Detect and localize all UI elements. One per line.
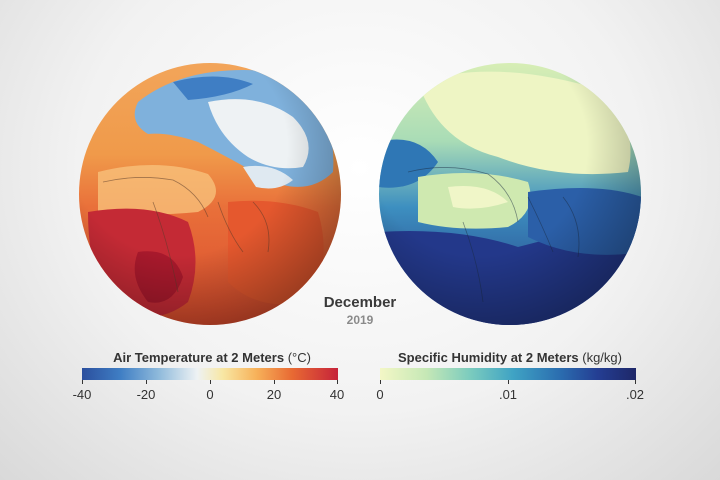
temperature-tick [274,380,275,384]
humidity-globe [378,62,642,326]
humidity-legend-title: Specific Humidity at 2 Meters (kg/kg) [380,350,640,365]
humidity-tick [635,380,636,384]
temperature-tick [210,380,211,384]
temperature-legend-name: Air Temperature at 2 Meters [113,350,284,365]
humidity-tick-label: 0 [376,387,383,402]
temperature-tick-label: 0 [206,387,213,402]
humidity-tick [380,380,381,384]
temperature-tick [146,380,147,384]
humidity-tick-label: .02 [626,387,644,402]
temperature-legend-unit: (°C) [288,350,311,365]
temperature-tick-label: -20 [137,387,156,402]
temperature-tick [337,380,338,384]
humidity-colorbar: 0 .01 .02 [380,368,636,380]
month-label: December [300,294,420,311]
temperature-globe [78,62,342,326]
humidity-legend-name: Specific Humidity at 2 Meters [398,350,579,365]
year-label: 2019 [300,313,420,327]
temperature-tick [82,380,83,384]
humidity-tick [508,380,509,384]
temperature-tick-label: -40 [73,387,92,402]
humidity-tick-label: .01 [499,387,517,402]
temperature-legend-title: Air Temperature at 2 Meters (°C) [82,350,342,365]
temperature-tick-label: 40 [330,387,344,402]
humidity-legend: Specific Humidity at 2 Meters (kg/kg) 0 … [380,350,640,380]
temperature-colorbar: -40 -20 0 20 40 [82,368,338,380]
temperature-tick-label: 20 [267,387,281,402]
date-label: December 2019 [300,294,420,327]
humidity-legend-unit: (kg/kg) [582,350,622,365]
temperature-legend: Air Temperature at 2 Meters (°C) -40 -20… [82,350,342,380]
